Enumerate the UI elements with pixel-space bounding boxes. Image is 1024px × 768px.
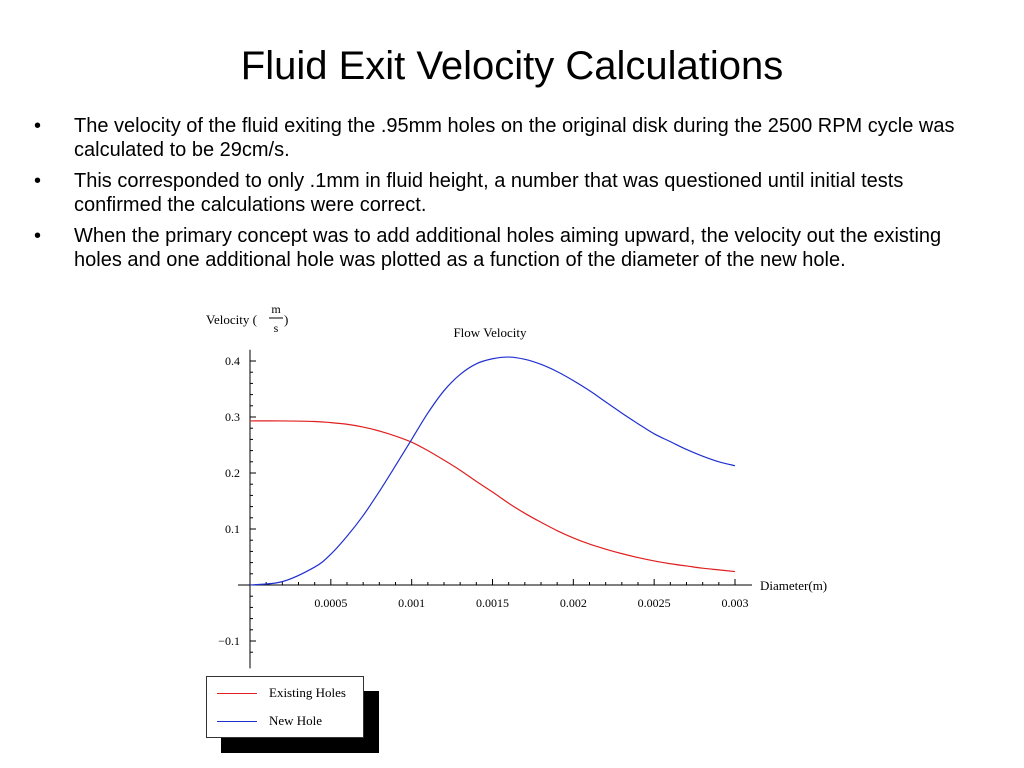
- bullet-text: When the primary concept was to add addi…: [74, 225, 942, 271]
- x-tick-label: 0.0015: [476, 596, 509, 610]
- axis-ticks: 0.0005 0.001 0.0015 0.002 0.0025 0.003 0.4 0.3 0…: [218, 354, 749, 653]
- x-tick-label: 0.0025: [638, 596, 671, 610]
- bullet-text: This corresponded to only .1mm in fluid …: [74, 170, 904, 216]
- legend-swatch-existing-holes: [217, 692, 257, 694]
- legend: Existing Holes New Hole: [206, 676, 364, 738]
- x-tick-label: 0.002: [560, 596, 587, 610]
- legend-label-existing-holes: Existing Holes: [269, 685, 346, 700]
- y-axis-label-denominator: s: [274, 321, 279, 335]
- bullet-icon: •: [34, 170, 42, 192]
- y-axis-label-numerator: m: [271, 302, 281, 316]
- series-line-existing-holes: [249, 420, 736, 573]
- bullet-item: • This corresponded to only .1mm in flui…: [34, 169, 994, 217]
- y-tick-label: 0.3: [225, 410, 240, 424]
- y-axis-label: Velocity ( m s ): [206, 302, 288, 335]
- legend-item-existing-holes: Existing Holes: [217, 685, 346, 700]
- chart-title: Flow Velocity: [453, 325, 527, 340]
- bullet-item: • The velocity of the fluid exiting the …: [34, 114, 994, 162]
- y-tick-label: −0.1: [218, 634, 240, 648]
- x-tick-label: 0.001: [398, 596, 425, 610]
- series-lines: [249, 356, 736, 586]
- series-line-new-hole: [249, 356, 736, 586]
- y-tick-label: 0.1: [225, 522, 240, 536]
- bullet-icon: •: [34, 225, 42, 247]
- legend-item-new-hole: New Hole: [217, 713, 323, 728]
- bullet-text: The velocity of the fluid exiting the .9…: [74, 115, 955, 161]
- x-axis-label: Diameter(m): [760, 578, 827, 593]
- slide-title: Fluid Exit Velocity Calculations: [240, 44, 784, 88]
- legend-swatch-new-hole: [217, 720, 257, 722]
- bullet-item: • When the primary concept was to add ad…: [34, 224, 994, 272]
- y-axis-label-prefix: Velocity (: [206, 312, 257, 327]
- bullet-icon: •: [34, 115, 42, 137]
- bullet-list: • The velocity of the fluid exiting the …: [34, 114, 994, 279]
- y-tick-label: 0.4: [225, 354, 240, 368]
- x-tick-label: 0.0005: [314, 596, 347, 610]
- legend-label-new-hole: New Hole: [269, 713, 323, 728]
- y-axis-label-suffix: ): [284, 312, 288, 327]
- x-tick-label: 0.003: [722, 596, 749, 610]
- y-tick-label: 0.2: [225, 466, 240, 480]
